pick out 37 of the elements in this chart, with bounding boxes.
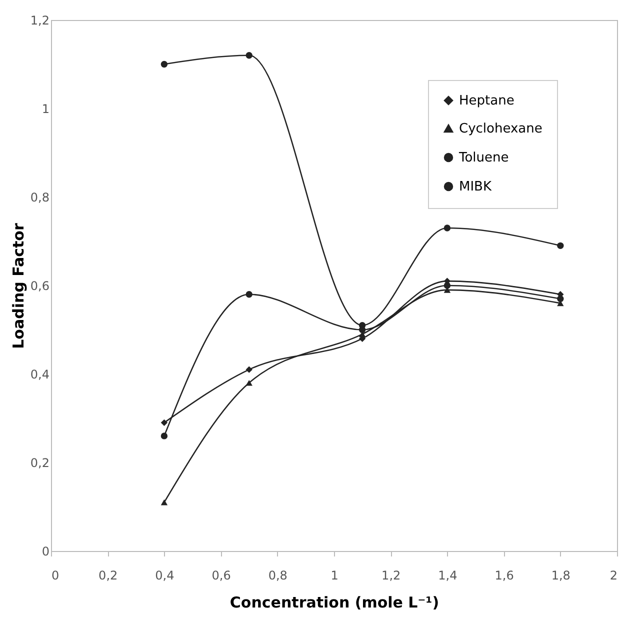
point bbox=[160, 432, 168, 440]
point bbox=[358, 322, 366, 329]
point bbox=[444, 224, 451, 232]
point bbox=[557, 295, 564, 302]
legend-label: MIBK bbox=[459, 180, 492, 194]
x-tick-label: 0,8 bbox=[268, 568, 288, 582]
y-tick-label: 0,2 bbox=[30, 456, 50, 470]
point bbox=[246, 291, 252, 298]
x-tick-label: 0,6 bbox=[212, 568, 231, 582]
y-tick-label: 0,6 bbox=[30, 279, 50, 293]
y-tick-label: 0 bbox=[42, 544, 50, 558]
point bbox=[160, 419, 168, 426]
point bbox=[557, 242, 564, 250]
y-tick-label: 0,4 bbox=[30, 368, 50, 382]
x-tick-label: 1,4 bbox=[438, 568, 458, 582]
legend-label: Heptane bbox=[459, 94, 514, 108]
point bbox=[246, 52, 252, 59]
y-axis-title: Loading Factor bbox=[9, 222, 28, 349]
y-tick-label: 0,8 bbox=[30, 190, 50, 204]
x-tick-label: 0 bbox=[52, 568, 60, 582]
point bbox=[160, 499, 168, 506]
x-axis-title: Concentration (mole L⁻¹) bbox=[230, 594, 440, 612]
legend-label: Toluene bbox=[458, 150, 509, 166]
x-tick-label: 1,2 bbox=[382, 568, 401, 582]
y-tick-label: 1 bbox=[42, 102, 50, 116]
x-tick-label: 0,2 bbox=[98, 568, 118, 582]
legend-label: Cyclohexane bbox=[459, 122, 542, 136]
x-tick-label: 2 bbox=[610, 568, 618, 582]
x-tick-label: 1,6 bbox=[494, 568, 514, 582]
y-tick-label: 1,2 bbox=[30, 14, 50, 28]
x-tick-label: 1 bbox=[330, 568, 338, 582]
point bbox=[160, 60, 168, 68]
point bbox=[444, 282, 451, 289]
x-tick-label: 0,4 bbox=[155, 568, 174, 582]
x-tick-label: 1,8 bbox=[551, 568, 570, 582]
point bbox=[246, 380, 252, 386]
point bbox=[246, 366, 252, 373]
